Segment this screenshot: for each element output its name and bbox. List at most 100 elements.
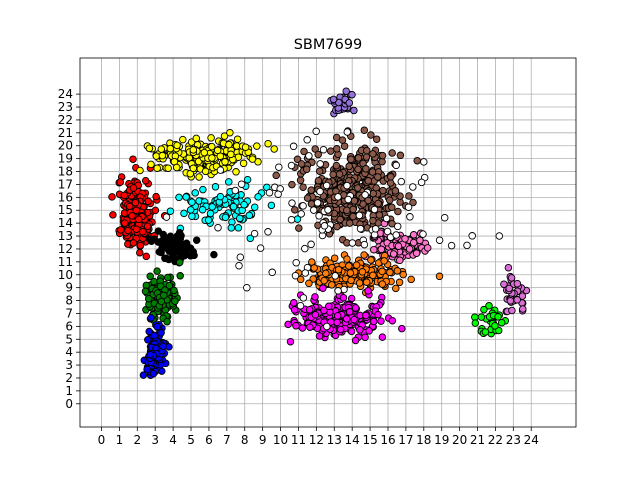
scatter-point — [163, 317, 171, 326]
x-tick-label: 21 — [470, 433, 485, 447]
x-tick-label: 10 — [273, 433, 288, 447]
scatter-point — [216, 192, 225, 201]
scatter-point — [291, 271, 300, 280]
scatter-point — [301, 244, 309, 253]
x-tick-label: 19 — [434, 433, 449, 447]
scatter-point — [152, 192, 160, 201]
scatter-point — [199, 185, 207, 194]
scatter-point — [292, 322, 300, 330]
scatter-point — [293, 155, 302, 164]
scatter-point — [419, 230, 427, 238]
scatter-point — [265, 188, 274, 197]
scatter-point — [406, 213, 414, 221]
scatter-point — [334, 287, 342, 295]
scatter-point — [146, 272, 154, 281]
scatter-point — [239, 159, 248, 168]
y-tick-label: 23 — [58, 100, 73, 114]
scatter-point — [287, 161, 296, 170]
scatter-point — [290, 299, 298, 307]
scatter-point — [189, 146, 198, 154]
scatter-point — [233, 135, 242, 143]
scatter-point — [447, 241, 456, 250]
scatter-point — [350, 106, 358, 115]
scatter-point — [356, 326, 364, 334]
x-tick-label: 23 — [506, 433, 521, 447]
scatter-point — [413, 156, 421, 165]
scatter-point — [172, 163, 181, 172]
y-tick-label: 6 — [65, 319, 73, 333]
scatter-point — [374, 199, 382, 208]
scatter-point — [291, 206, 299, 214]
scatter-point — [270, 145, 278, 153]
grid — [80, 58, 576, 427]
scatter-point — [386, 179, 395, 187]
scatter-point — [157, 248, 165, 257]
scatter-point — [364, 196, 372, 205]
scatter-point — [256, 244, 265, 252]
scatter-point — [409, 183, 417, 191]
scatter-point — [154, 238, 163, 246]
scatter-point — [176, 272, 184, 280]
scatter-point — [362, 165, 370, 173]
scatter-point — [319, 145, 328, 154]
x-tick-label: 12 — [309, 433, 324, 447]
scatter-point — [370, 245, 378, 254]
scatter-point — [356, 224, 365, 233]
scatter-point — [360, 126, 369, 134]
scatter-point — [274, 190, 282, 198]
scatter-point — [345, 219, 354, 227]
plot-frame — [79, 57, 577, 428]
scatter-point — [333, 145, 341, 153]
scatter-point — [221, 158, 229, 166]
scatter-point — [235, 261, 243, 270]
scatter-point — [149, 369, 158, 378]
x-tick-label: 2 — [133, 433, 141, 447]
scatter-point — [236, 214, 244, 223]
scatter-point — [349, 212, 357, 221]
scatter-point — [157, 297, 166, 306]
scatter-point — [171, 297, 179, 305]
scatter-point — [153, 322, 161, 331]
scatter-point — [164, 164, 172, 172]
scatter-point — [297, 210, 305, 218]
scatter-point — [135, 215, 143, 224]
scatter-point — [147, 160, 155, 169]
scatter-point — [179, 135, 187, 144]
scatter-point — [146, 350, 155, 359]
scatter-point — [392, 231, 400, 239]
scatter-point — [204, 216, 213, 224]
scatter-point — [495, 232, 504, 240]
scatter-point — [324, 206, 332, 214]
scatter-point — [225, 140, 233, 149]
scatter-point — [350, 315, 358, 324]
x-tick-label: 6 — [205, 433, 213, 447]
scatter-point — [344, 195, 352, 204]
scatter-point — [131, 198, 140, 207]
scatter-point — [143, 365, 151, 374]
scatter-point — [364, 177, 373, 185]
scatter-point — [213, 146, 222, 155]
scatter-point — [250, 229, 259, 238]
scatter-point — [416, 236, 424, 245]
scatter-point — [355, 211, 364, 220]
scatter-point — [394, 242, 403, 250]
scatter-point — [307, 240, 315, 249]
scatter-point — [378, 157, 386, 166]
scatter-point — [377, 317, 385, 325]
scatter-point — [315, 167, 324, 175]
scatter-point — [361, 333, 369, 342]
scatter-point — [165, 247, 173, 255]
scatter-point — [367, 131, 375, 139]
scatter-point — [250, 203, 259, 211]
y-tick-label: 12 — [58, 242, 73, 256]
scatter-point — [176, 258, 184, 267]
y-tick-label: 2 — [65, 371, 73, 385]
scatter-point — [272, 171, 280, 180]
scatter-point — [314, 150, 322, 159]
x-tick-label: 9 — [259, 433, 267, 447]
scatter-point — [463, 241, 471, 250]
scatter-point — [349, 205, 357, 214]
scatter-point — [367, 256, 375, 264]
x-tick-label: 8 — [241, 433, 249, 447]
y-tick-label: 19 — [58, 152, 73, 166]
